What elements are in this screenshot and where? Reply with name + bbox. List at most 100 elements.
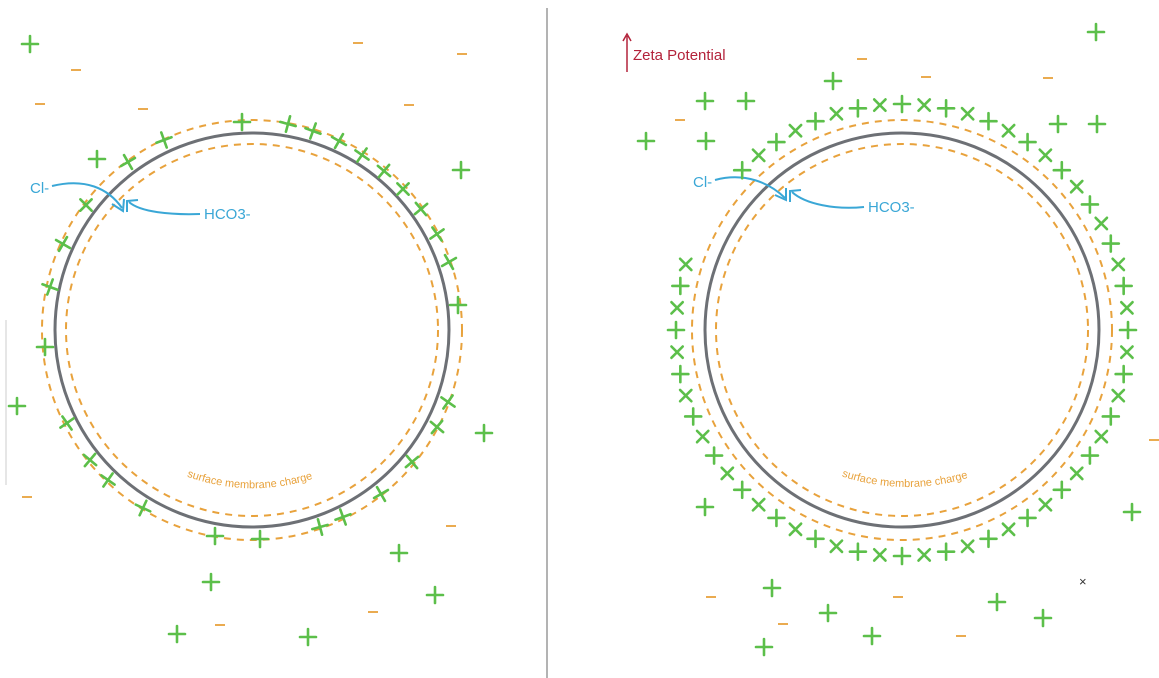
plus-icon (100, 472, 116, 488)
plus-icon (35, 337, 55, 357)
plus-icon (767, 132, 786, 152)
plus-icon (1033, 608, 1053, 628)
plus-icon (451, 160, 471, 180)
plus-icon (696, 131, 716, 151)
plus-icon (788, 123, 803, 138)
plus-icon (425, 585, 445, 605)
plus-icon (376, 163, 392, 179)
plus-icon (1086, 22, 1106, 42)
plus-icon (960, 106, 975, 121)
plus-icon (87, 149, 107, 169)
plus-icon (754, 637, 774, 657)
plus-icon (678, 257, 693, 272)
plus-icon (751, 497, 766, 512)
plus-icon (41, 278, 59, 296)
plus-icon (1119, 345, 1134, 360)
plus-icon (298, 627, 318, 647)
right-panel: surface membrane charge Zeta Potential C… (622, 22, 1159, 657)
plus-icon (1052, 480, 1072, 500)
plus-icon (979, 529, 998, 549)
plus-icon (440, 394, 456, 410)
plus-icon (82, 452, 98, 468)
plus-icon (695, 497, 715, 517)
plus-icon (201, 572, 221, 592)
plus-icon (1114, 276, 1133, 296)
plus-icon (54, 235, 72, 253)
plus-icon (1101, 407, 1121, 426)
plus-icon (1052, 160, 1072, 180)
plus-icon (736, 91, 756, 111)
plus-icon (1038, 497, 1053, 512)
plus-icon (1080, 446, 1100, 465)
zeta-potential-label: Zeta Potential (633, 47, 726, 64)
plus-icon (134, 499, 152, 517)
plus-icon (695, 429, 710, 444)
left-ions (7, 34, 494, 647)
plus-icon (806, 529, 825, 549)
plus-icon (167, 624, 187, 644)
plus-icon (917, 98, 932, 113)
plus-icon (448, 295, 468, 315)
plus-icon (666, 320, 686, 340)
plus-icon (1111, 257, 1126, 272)
plus-icon (829, 106, 844, 121)
right-hco3-arrowhead (789, 189, 802, 202)
plus-icon (732, 160, 752, 180)
right-membrane (703, 131, 1101, 529)
right-surface-charge-label-text: surface membrane charge (841, 468, 969, 490)
plus-icon (751, 148, 766, 163)
left-surface-charge-label-text: surface membrane charge (186, 468, 314, 491)
plus-icon (1080, 195, 1100, 214)
zeta-arrowhead-icon (622, 32, 632, 42)
plus-icon (1001, 522, 1016, 537)
right-cl-arrow (714, 176, 786, 199)
plus-icon (892, 546, 912, 566)
left-cl-arrow (51, 182, 123, 209)
plus-icon (1101, 234, 1121, 253)
plus-icon (818, 603, 838, 623)
plus-icon (1122, 502, 1142, 522)
plus-icon (636, 131, 656, 151)
plus-icon (429, 226, 445, 242)
right-surface-charge-outer (691, 119, 1113, 541)
plus-icon (683, 407, 703, 426)
plus-icon (1069, 179, 1084, 194)
plus-icon (872, 547, 887, 562)
plus-icon (304, 122, 322, 140)
plus-icon (330, 132, 348, 150)
left-cl-label: Cl- (30, 180, 49, 197)
x-mark-icon: × (1079, 574, 1087, 589)
plus-icon (1087, 114, 1107, 134)
right-cl-label: Cl- (693, 174, 712, 191)
plus-icon (695, 91, 715, 111)
plus-icon (429, 419, 445, 435)
plus-icon (250, 529, 270, 549)
plus-icon (732, 480, 752, 500)
plus-icon (372, 485, 390, 503)
plus-icon (1119, 300, 1134, 315)
plus-icon (892, 94, 912, 114)
plus-icon (278, 114, 298, 134)
right-surface-charge-inner (715, 143, 1089, 517)
plus-icon (806, 111, 825, 131)
plus-icon (1094, 429, 1109, 444)
plus-icon (671, 364, 690, 384)
plus-icon (960, 539, 975, 554)
plus-icon (848, 99, 868, 118)
plus-icon (1001, 123, 1016, 138)
plus-icon (829, 539, 844, 554)
plus-icon (848, 542, 868, 561)
plus-icon (767, 508, 786, 528)
plus-icon (119, 153, 137, 171)
plus-icon (79, 198, 93, 212)
left-hco3-label: HCO3- (204, 206, 251, 223)
plus-icon (232, 112, 252, 132)
plus-icon (987, 592, 1007, 612)
plus-icon (936, 99, 956, 118)
left-surface-charge-inner (65, 143, 439, 517)
plus-icon (872, 98, 887, 113)
plus-icon (704, 446, 724, 465)
plus-icon (1018, 132, 1037, 152)
plus-icon (310, 517, 330, 537)
